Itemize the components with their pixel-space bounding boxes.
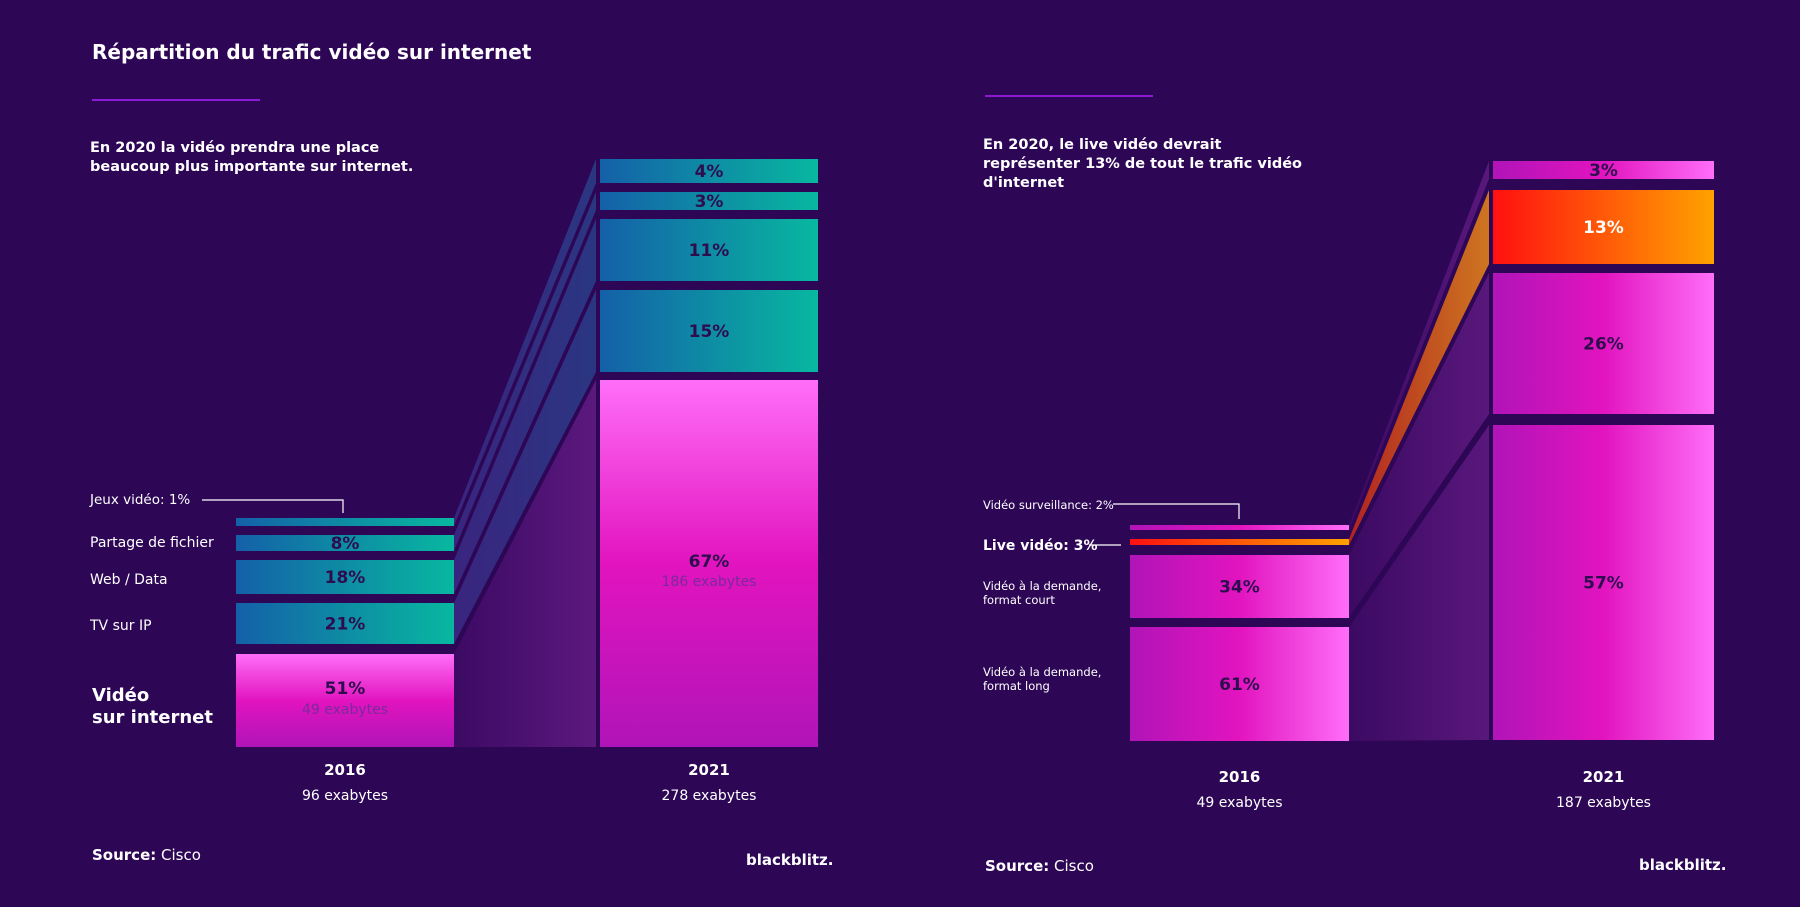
bar-r-2021-segment-4 [1493,161,1714,179]
total-2021: 278 exabytes [662,788,757,804]
value-label-r-2016-2: 34% [1219,578,1260,598]
connector-4 [454,192,596,551]
value-label-r-2021-1: 57% [1583,574,1624,594]
series-r-label-2-line-2: format court [983,593,1055,607]
value-label-2021-1: 67% [689,552,730,572]
value-label-2021-2: 15% [689,322,730,342]
bar-2021-segment-1 [600,380,818,747]
series-r-label-1-line-1: Vidéo à la demande, [983,665,1101,679]
bar-2021-segment-3 [600,219,818,281]
series-r-label-4: Vidéo surveillance: 2% [983,498,1114,512]
page-title: Répartition du trafic vidéo sur internet [92,40,532,64]
leader-line-jeux [202,499,344,513]
bar-r-2021-segment-1 [1493,425,1714,740]
series-r-label-3: Live vidéo: 3% [983,538,1098,554]
total-r-2021: 187 exabytes [1556,795,1651,811]
value-label-2021-3: 11% [689,241,730,261]
connector-r-2 [1349,273,1489,618]
series-r-label-1-line-2: format long [983,679,1050,693]
series-label-5: Jeux vidéo: 1% [89,492,190,508]
note-2016-1: 49 exabytes [302,702,388,718]
source-right: Source: Cisco [985,857,1094,875]
value-label-r-2021-2: 26% [1583,335,1624,355]
category-r-2021: 2021 [1583,768,1625,786]
brand-logo-left: blackblitz. [746,851,834,869]
title-rule-left [92,99,260,101]
bar-r-2016-segment-2 [1130,555,1349,618]
bar-r-2016-segment-4 [1130,525,1349,530]
series-label-1-line-1: Vidéo [92,685,149,706]
series-label-3: Web / Data [90,572,168,588]
brand-logo-right: blackblitz. [1639,856,1727,874]
bar-2016-segment-2 [236,603,454,644]
value-label-r-2021-4: 3% [1589,161,1618,181]
value-label-r-2016-1: 61% [1219,675,1260,695]
connector-r-4 [1349,161,1489,530]
total-2016: 96 exabytes [302,788,388,804]
leader-line-surveillance [1113,503,1240,519]
source-left: Source: Cisco [92,846,201,864]
bar-2016-segment-4 [236,535,454,551]
bar-r-2016-segment-3 [1130,539,1349,545]
source-label-left: Source: [92,846,157,864]
value-label-2016-4: 8% [331,534,360,554]
bar-r-2016-segment-1 [1130,627,1349,741]
bar-r-2021-segment-3 [1493,190,1714,264]
bar-2021-segment-2 [600,290,818,372]
connector-r-3 [1349,190,1489,545]
connector-r-1 [1349,425,1489,741]
total-r-2016: 49 exabytes [1196,795,1282,811]
value-label-2021-4: 3% [695,192,724,212]
chart-2-subtitle: En 2020, le live vidéo devrait représent… [983,137,1303,191]
bar-2016-segment-5 [236,518,454,526]
value-label-r-2021-3: 13% [1583,218,1624,238]
value-label-2016-1: 51% [325,679,366,699]
connector-2 [454,290,596,644]
connector-3 [454,219,596,594]
series-label-4: Partage de fichier [90,535,214,551]
note-2021-1: 186 exabytes [662,574,757,590]
bar-r-2021-segment-2 [1493,273,1714,414]
connector-1 [454,380,596,747]
chart-1-subtitle: En 2020 la vidéo prendra une place beauc… [90,140,414,175]
source-label-right: Source: [985,857,1050,875]
category-r-2016: 2016 [1219,768,1261,786]
category-2021: 2021 [688,761,730,779]
series-label-1-line-2: sur internet [92,707,213,728]
series-label-2: TV sur IP [89,618,152,634]
source-value-left: Cisco [161,846,201,864]
value-label-2016-2: 21% [325,615,366,635]
series-r-label-2-line-1: Vidéo à la demande, [983,579,1101,593]
bar-2021-segment-5 [600,159,818,183]
bar-2021-segment-4 [600,192,818,210]
title-rule-right [985,95,1153,97]
bar-2016-segment-1 [236,654,454,747]
value-label-2016-3: 18% [325,568,366,588]
bar-2016-segment-3 [236,560,454,594]
value-label-2021-5: 4% [695,162,724,182]
connector-5 [454,159,596,526]
source-value-right: Cisco [1054,857,1094,875]
category-2016: 2016 [324,761,366,779]
